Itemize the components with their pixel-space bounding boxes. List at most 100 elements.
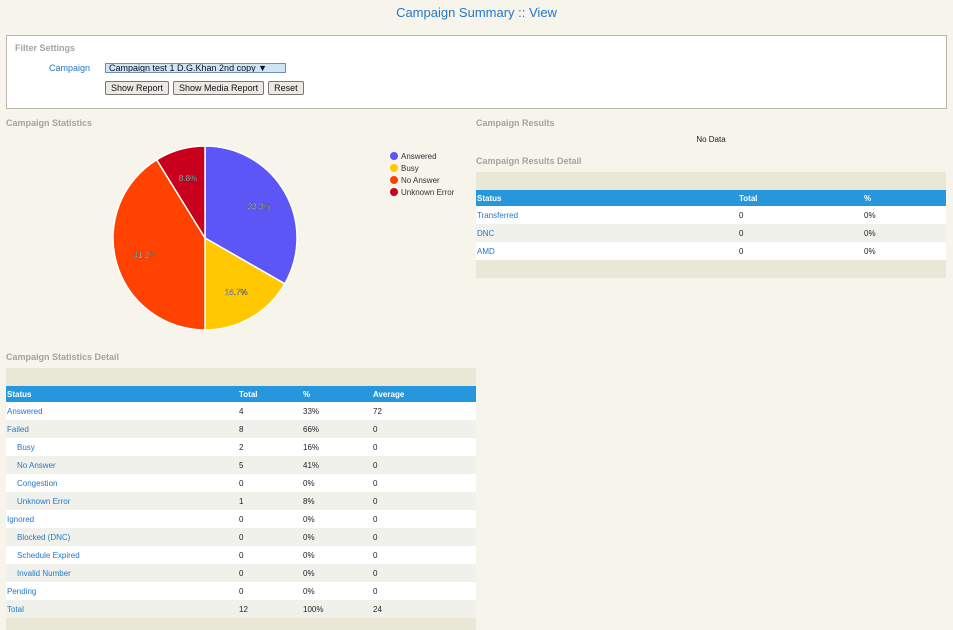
- status-link[interactable]: Answered: [7, 406, 43, 416]
- column-header-percent: %: [863, 190, 947, 206]
- show-report-button[interactable]: Show Report: [105, 81, 170, 95]
- reset-button[interactable]: Reset: [268, 81, 304, 95]
- pie-data-label: 8.8%: [179, 174, 197, 183]
- pie-data-label: 41.2%: [133, 251, 156, 260]
- pie-data-label: 33.3%: [248, 203, 271, 212]
- pie-chart: 33.3% 16.7% 41.2% 8.8%: [112, 145, 298, 331]
- campaign-results-detail-title: Campaign Results Detail: [476, 156, 582, 166]
- total-cell: 0: [238, 564, 302, 582]
- pie-data-label: 16.7%: [225, 288, 248, 297]
- status-link[interactable]: No Answer: [17, 460, 56, 470]
- percent-cell: 41%: [302, 456, 372, 474]
- total-cell: 2: [238, 438, 302, 456]
- percent-cell: 100%: [302, 600, 372, 618]
- pie-slice-busy: [204, 236, 286, 331]
- legend-label: No Answer: [401, 175, 440, 185]
- table-row: Answered 4 33% 72: [6, 402, 476, 420]
- legend-color-icon: [390, 152, 398, 160]
- average-cell: 0: [372, 582, 476, 600]
- table-row: Schedule Expired 0 0% 0: [6, 546, 476, 564]
- average-cell: 0: [372, 546, 476, 564]
- table-row: Total 12 100% 24: [6, 600, 476, 618]
- status-link[interactable]: Total: [7, 604, 24, 614]
- table-spacer-row: [476, 260, 947, 278]
- average-cell: 72: [372, 402, 476, 420]
- campaign-statistics-detail-title: Campaign Statistics Detail: [6, 352, 120, 362]
- percent-cell: 0%: [302, 528, 372, 546]
- legend-color-icon: [390, 176, 398, 184]
- table-spacer-row: [476, 172, 947, 190]
- total-cell: 0: [238, 510, 302, 528]
- total-cell: 5: [238, 456, 302, 474]
- status-link[interactable]: Transferred: [477, 210, 519, 220]
- column-header-average: Average: [372, 386, 476, 402]
- column-header-total: Total: [238, 386, 302, 402]
- table-row: Congestion 0 0% 0: [6, 474, 476, 492]
- average-cell: 0: [372, 510, 476, 528]
- total-cell: 0: [738, 242, 863, 260]
- percent-cell: 0%: [302, 510, 372, 528]
- status-link[interactable]: Congestion: [17, 478, 58, 488]
- column-header-status: Status: [476, 190, 738, 206]
- status-link[interactable]: Failed: [7, 424, 29, 434]
- campaign-results-title: Campaign Results: [476, 118, 555, 128]
- total-cell: 0: [738, 206, 863, 224]
- table-row: Invalid Number 0 0% 0: [6, 564, 476, 582]
- total-cell: 0: [238, 582, 302, 600]
- table-header-row: Status Total %: [476, 190, 947, 206]
- legend-item: No Answer: [390, 174, 454, 186]
- total-cell: 8: [238, 420, 302, 438]
- status-link[interactable]: Unknown Error: [17, 496, 71, 506]
- status-link[interactable]: Schedule Expired: [17, 550, 80, 560]
- status-link[interactable]: Pending: [7, 586, 37, 596]
- chart-legend: Answered Busy No Answer Unknown Error: [390, 150, 454, 198]
- campaign-select[interactable]: Campaign test 1 D.G.Khan 2nd copy ▼: [105, 63, 286, 73]
- column-header-percent: %: [302, 386, 372, 402]
- table-row: DNC 0 0%: [476, 224, 947, 242]
- total-cell: 4: [238, 402, 302, 420]
- table-row: Transferred 0 0%: [476, 206, 947, 224]
- total-cell: 0: [738, 224, 863, 242]
- total-cell: 0: [238, 528, 302, 546]
- table-spacer-row: [6, 368, 476, 386]
- pie-slice-answered: [204, 145, 298, 285]
- percent-cell: 0%: [302, 474, 372, 492]
- percent-cell: 0%: [302, 582, 372, 600]
- percent-cell: 0%: [863, 224, 947, 242]
- percent-cell: 0%: [302, 546, 372, 564]
- total-cell: 0: [238, 546, 302, 564]
- status-link[interactable]: DNC: [477, 228, 495, 238]
- column-header-total: Total: [738, 190, 863, 206]
- table-row: Pending 0 0% 0: [6, 582, 476, 600]
- pie-slice-no-answer: [112, 158, 206, 331]
- average-cell: 0: [372, 474, 476, 492]
- average-cell: 24: [372, 600, 476, 618]
- status-link[interactable]: Busy: [17, 442, 35, 452]
- results-detail-table: Status Total % Transferred 0 0% DNC 0 0% AMD 0 0…: [476, 172, 947, 278]
- total-cell: 12: [238, 600, 302, 618]
- filter-button-row: Show Report Show Media Report Reset: [105, 81, 304, 95]
- percent-cell: 8%: [302, 492, 372, 510]
- status-link[interactable]: AMD: [477, 246, 495, 256]
- legend-item: Answered: [390, 150, 454, 162]
- status-link[interactable]: Invalid Number: [17, 568, 71, 578]
- percent-cell: 0%: [863, 242, 947, 260]
- table-row: Ignored 0 0% 0: [6, 510, 476, 528]
- legend-label: Unknown Error: [401, 187, 455, 197]
- status-link[interactable]: Blocked (DNC): [17, 532, 71, 542]
- campaign-label: Campaign: [49, 63, 91, 73]
- show-media-report-button[interactable]: Show Media Report: [173, 81, 265, 95]
- legend-label: Busy: [401, 163, 419, 173]
- average-cell: 0: [372, 420, 476, 438]
- percent-cell: 33%: [302, 402, 372, 420]
- page-title[interactable]: Campaign Summary :: View: [396, 5, 557, 20]
- percent-cell: 16%: [302, 438, 372, 456]
- average-cell: 0: [372, 528, 476, 546]
- percent-cell: 0%: [302, 564, 372, 582]
- status-link[interactable]: Ignored: [7, 514, 35, 524]
- legend-color-icon: [390, 188, 398, 196]
- average-cell: 0: [372, 564, 476, 582]
- table-row: AMD 0 0%: [476, 242, 947, 260]
- total-cell: 0: [238, 474, 302, 492]
- table-row: Failed 8 66% 0: [6, 420, 476, 438]
